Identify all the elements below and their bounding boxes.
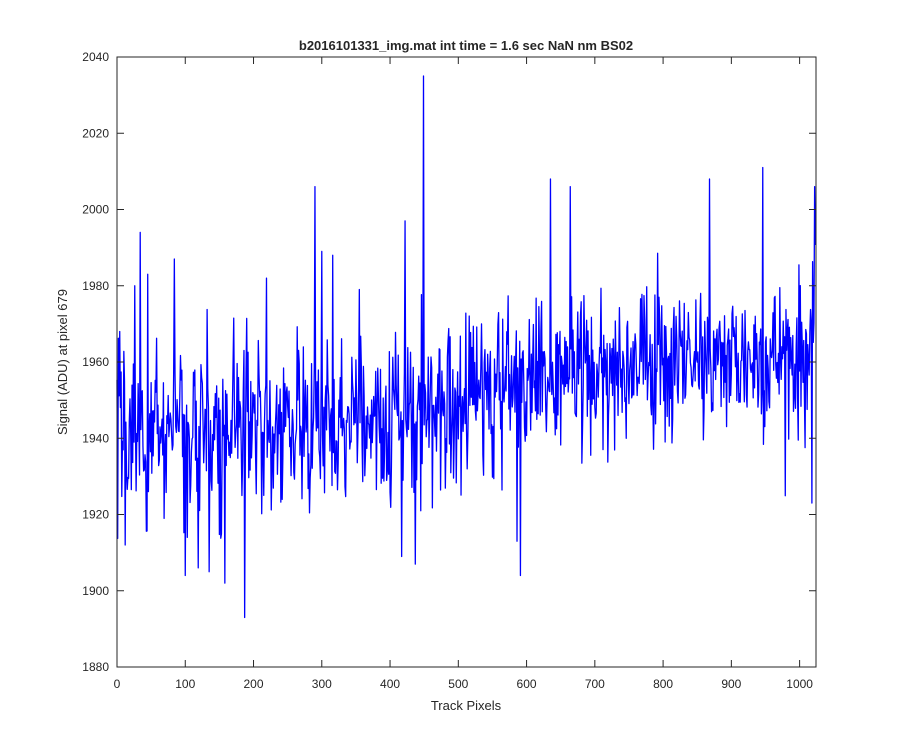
x-tick-label: 300 <box>312 677 332 691</box>
x-tick-label: 600 <box>517 677 537 691</box>
axis-ticks: 0 100 200 300 400 500 600 700 800 900 1000 1880 1900… <box>82 50 816 691</box>
axes-box <box>116 56 817 668</box>
y-tick-label: 2000 <box>82 203 109 217</box>
y-tick-label: 1920 <box>82 508 109 522</box>
x-axis-label: Track Pixels <box>431 698 502 713</box>
plot-area <box>116 75 816 619</box>
x-tick-label: 400 <box>380 677 400 691</box>
y-tick-label: 1900 <box>82 584 109 598</box>
y-tick-label: 1980 <box>82 279 109 293</box>
y-tick-label: 1940 <box>82 431 109 445</box>
x-tick-label: 0 <box>114 677 121 691</box>
y-tick-label: 2040 <box>82 50 109 64</box>
x-tick-label: 900 <box>721 677 741 691</box>
x-tick-label: 100 <box>175 677 195 691</box>
chart-title: b2016101331_img.mat int time = 1.6 sec N… <box>299 38 633 53</box>
y-tick-label: 1880 <box>82 660 109 674</box>
x-tick-label: 1000 <box>786 677 813 691</box>
x-tick-label: 200 <box>244 677 264 691</box>
x-tick-label: 500 <box>448 677 468 691</box>
x-tick-label: 700 <box>585 677 605 691</box>
y-axis-label: Signal (ADU) at pixel 679 <box>55 289 70 435</box>
y-tick-label: 1960 <box>82 355 109 369</box>
x-tick-label: 800 <box>653 677 673 691</box>
series-line-0 <box>116 75 816 619</box>
y-tick-label: 2020 <box>82 126 109 140</box>
